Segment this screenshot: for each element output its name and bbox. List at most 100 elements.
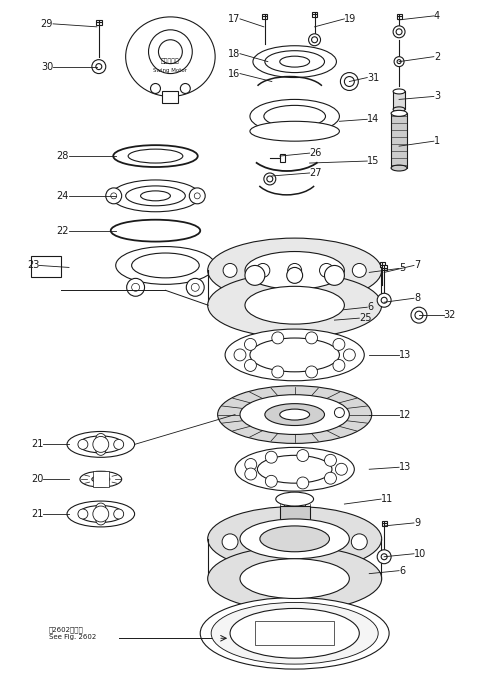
Circle shape — [267, 176, 273, 182]
Text: 21: 21 — [31, 439, 43, 449]
Circle shape — [96, 434, 106, 443]
Circle shape — [305, 366, 317, 378]
Bar — [31, 255, 61, 277]
Text: 24: 24 — [56, 191, 69, 201]
Text: 16: 16 — [228, 68, 240, 79]
Ellipse shape — [280, 56, 310, 67]
Text: 10: 10 — [414, 548, 426, 559]
Circle shape — [325, 472, 337, 484]
Circle shape — [343, 349, 355, 361]
Text: 8: 8 — [414, 293, 420, 303]
Circle shape — [377, 293, 391, 307]
Ellipse shape — [250, 338, 339, 372]
Ellipse shape — [131, 253, 199, 278]
Ellipse shape — [200, 598, 389, 669]
Ellipse shape — [67, 501, 135, 527]
Ellipse shape — [391, 111, 407, 116]
Text: 18: 18 — [228, 48, 240, 59]
Bar — [380, 262, 385, 268]
Circle shape — [245, 468, 257, 480]
Circle shape — [244, 359, 256, 372]
Text: 旋回モータ: 旋回モータ — [161, 59, 180, 64]
Bar — [381, 266, 387, 270]
Ellipse shape — [217, 386, 372, 443]
Text: 15: 15 — [367, 156, 380, 166]
Circle shape — [288, 264, 302, 277]
Circle shape — [393, 26, 405, 38]
Circle shape — [397, 59, 401, 64]
Circle shape — [256, 264, 270, 277]
Bar — [391, 113, 407, 168]
Ellipse shape — [126, 17, 215, 96]
Circle shape — [324, 297, 336, 309]
Circle shape — [96, 503, 106, 513]
Text: 6: 6 — [399, 566, 405, 576]
Circle shape — [287, 268, 303, 283]
Ellipse shape — [280, 409, 310, 420]
Circle shape — [352, 264, 366, 277]
Circle shape — [245, 458, 257, 471]
Circle shape — [325, 454, 337, 466]
Circle shape — [159, 40, 182, 64]
Ellipse shape — [230, 609, 359, 658]
Ellipse shape — [67, 432, 135, 458]
Bar — [93, 471, 109, 487]
Text: 6: 6 — [367, 302, 373, 312]
Bar — [280, 154, 285, 162]
Bar — [312, 12, 317, 17]
Ellipse shape — [207, 546, 381, 611]
Text: 9: 9 — [414, 518, 420, 528]
Circle shape — [127, 279, 144, 296]
Circle shape — [312, 37, 317, 43]
Text: 13: 13 — [399, 350, 411, 360]
Text: 22: 22 — [56, 225, 69, 236]
Circle shape — [111, 193, 117, 199]
Circle shape — [92, 59, 106, 74]
Ellipse shape — [240, 559, 349, 598]
Text: 11: 11 — [381, 494, 393, 504]
Text: 第2602図参照
See Fig. 2602: 第2602図参照 See Fig. 2602 — [49, 626, 97, 640]
Ellipse shape — [211, 602, 378, 664]
Ellipse shape — [78, 505, 123, 522]
Circle shape — [93, 506, 109, 522]
Ellipse shape — [141, 191, 170, 201]
Circle shape — [131, 283, 140, 291]
Circle shape — [319, 264, 334, 277]
Ellipse shape — [225, 329, 364, 380]
Circle shape — [309, 33, 321, 46]
Ellipse shape — [207, 273, 381, 337]
Circle shape — [297, 477, 309, 489]
Bar — [393, 92, 405, 109]
Ellipse shape — [264, 105, 326, 127]
Text: 3: 3 — [434, 92, 440, 102]
Ellipse shape — [80, 471, 122, 487]
Text: 13: 13 — [399, 462, 411, 472]
Circle shape — [325, 266, 344, 285]
Circle shape — [151, 83, 161, 94]
Circle shape — [305, 332, 317, 344]
Circle shape — [344, 76, 354, 87]
Ellipse shape — [111, 180, 200, 212]
Circle shape — [351, 534, 367, 550]
Circle shape — [297, 449, 309, 462]
Circle shape — [381, 297, 387, 303]
Circle shape — [78, 509, 88, 519]
Text: Swing Motor: Swing Motor — [153, 68, 187, 73]
Ellipse shape — [207, 238, 381, 303]
Text: 5: 5 — [399, 264, 405, 273]
Circle shape — [335, 408, 344, 417]
Text: 7: 7 — [414, 260, 420, 270]
Text: 31: 31 — [367, 72, 380, 83]
Text: 20: 20 — [31, 474, 43, 484]
Circle shape — [78, 439, 88, 449]
Circle shape — [272, 366, 284, 378]
Circle shape — [411, 307, 427, 323]
Circle shape — [245, 266, 265, 285]
Ellipse shape — [113, 145, 198, 167]
Circle shape — [415, 311, 423, 319]
Text: 1: 1 — [434, 136, 440, 146]
Circle shape — [264, 173, 276, 185]
Ellipse shape — [265, 404, 325, 426]
Circle shape — [394, 57, 404, 67]
Circle shape — [381, 554, 387, 560]
